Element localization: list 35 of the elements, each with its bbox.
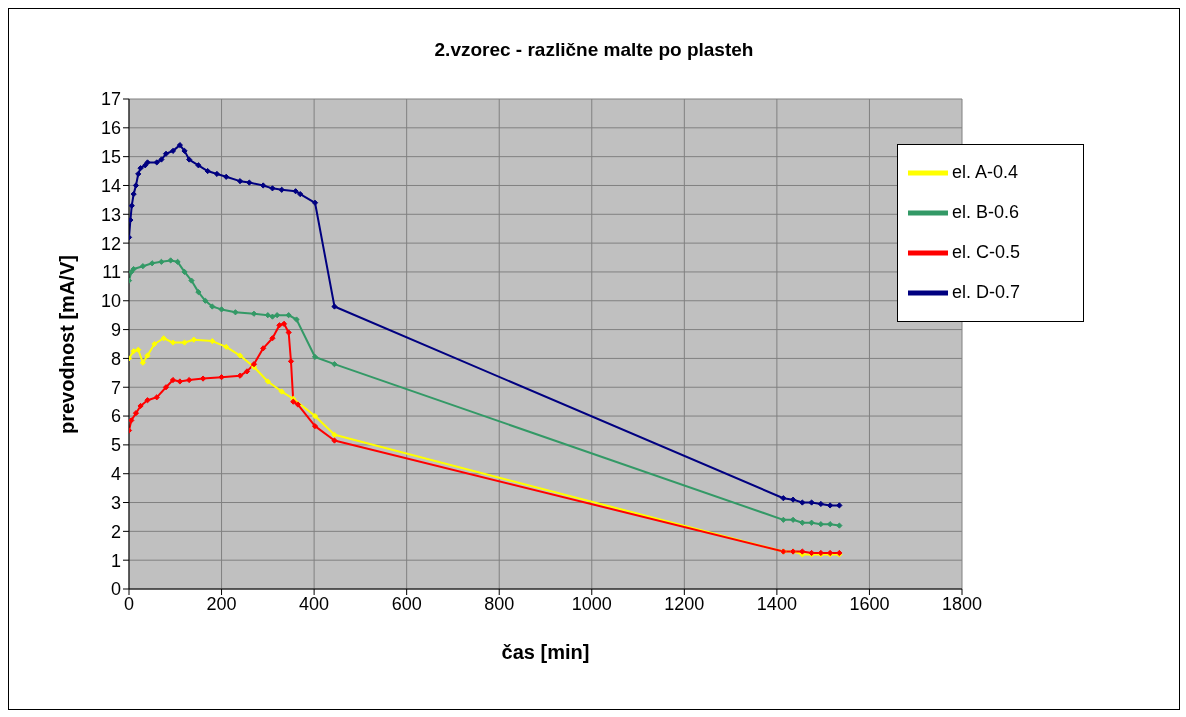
x-axis-title: čas [min] bbox=[501, 641, 590, 663]
x-tick-label: 0 bbox=[123, 593, 135, 614]
x-tick-label: 400 bbox=[299, 593, 330, 614]
chart-title: 2.vzorec - različne malte po plasteh bbox=[433, 39, 755, 61]
y-tick-label: 5 bbox=[110, 435, 121, 456]
legend-label: el. D-0.7 bbox=[952, 281, 1021, 302]
legend-label: el. B-0.6 bbox=[952, 201, 1020, 222]
x-tick-label: 600 bbox=[391, 593, 422, 614]
y-tick-label: 13 bbox=[100, 204, 121, 225]
y-tick-label: 3 bbox=[110, 492, 121, 513]
y-tick-label: 1 bbox=[110, 550, 121, 571]
x-tick-label: 1800 bbox=[941, 593, 983, 614]
y-tick-label: 8 bbox=[110, 348, 121, 369]
y-tick-label: 2 bbox=[110, 521, 121, 542]
y-tick-label: 0 bbox=[110, 579, 121, 600]
y-tick-label: 11 bbox=[102, 262, 121, 283]
y-tick-label: 4 bbox=[110, 464, 121, 485]
y-tick-label: 6 bbox=[110, 406, 121, 427]
y-tick-label: 15 bbox=[100, 147, 121, 168]
y-tick-label: 12 bbox=[100, 233, 121, 254]
y-tick-label: 9 bbox=[110, 319, 121, 340]
y-tick-label: 17 bbox=[100, 89, 121, 110]
y-tick-label: 10 bbox=[100, 291, 121, 312]
x-tick-label: 1400 bbox=[756, 593, 797, 614]
x-tick-label: 1600 bbox=[849, 593, 890, 614]
x-tick-label: 1200 bbox=[664, 593, 705, 614]
y-axis-title: prevodnost [mA/V] bbox=[56, 255, 79, 434]
x-tick-label: 800 bbox=[484, 593, 515, 614]
y-tick-label: 16 bbox=[100, 118, 121, 139]
legend-label: el. A-0.4 bbox=[952, 161, 1019, 182]
y-tick-label: 14 bbox=[100, 175, 121, 196]
x-tick-label: 200 bbox=[206, 593, 237, 614]
legend-label: el. C-0.5 bbox=[952, 241, 1021, 262]
x-tick-label: 1000 bbox=[571, 593, 612, 614]
y-tick-label: 7 bbox=[110, 377, 121, 398]
